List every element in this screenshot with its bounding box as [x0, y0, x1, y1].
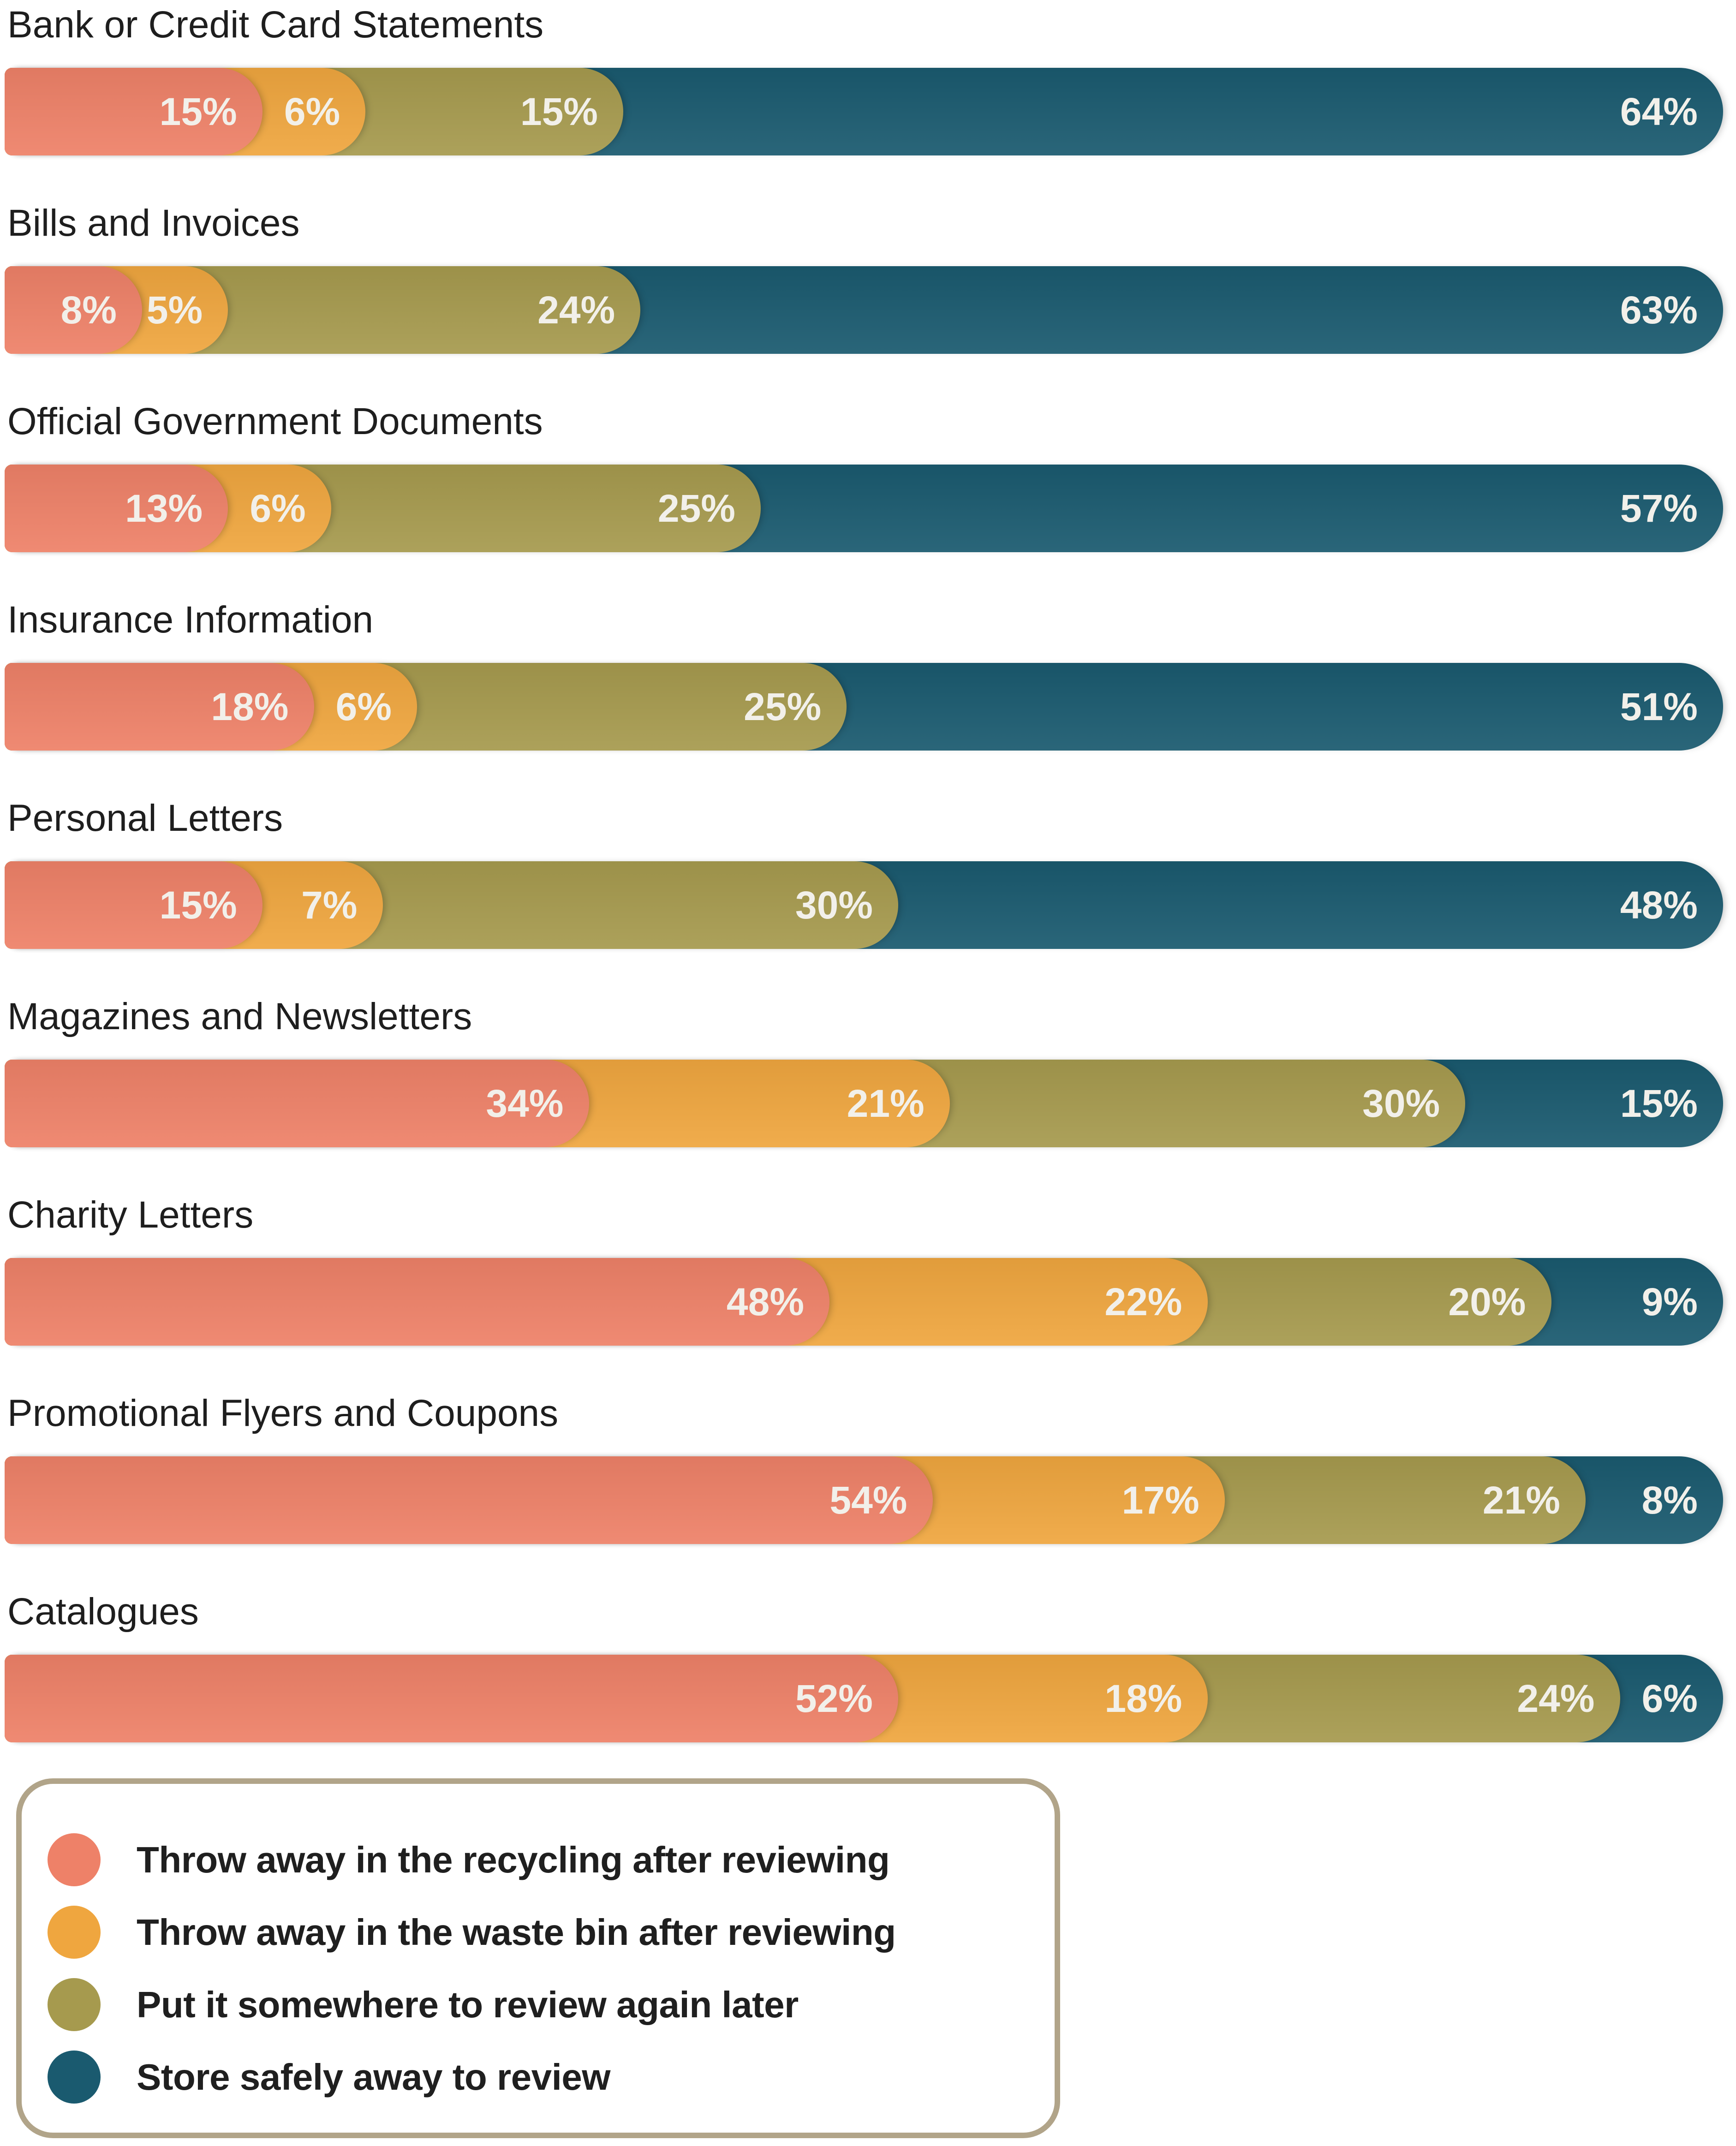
legend-label: Throw away in the waste bin after review…	[137, 1911, 896, 1953]
category-title: Bank or Credit Card Statements	[7, 4, 544, 46]
segment-value-label: 15%	[159, 89, 237, 133]
segment-value-label: 54%	[829, 1478, 907, 1522]
segment-value-label: 13%	[125, 486, 203, 530]
segment-value-label: 51%	[1620, 685, 1698, 728]
bar-segment-series-1	[5, 1655, 898, 1742]
segment-value-label: 34%	[486, 1081, 564, 1125]
category-title: Promotional Flyers and Coupons	[7, 1392, 559, 1434]
bar-track: 54% 17% 21% 8%	[5, 1456, 1723, 1544]
segment-value-label: 64%	[1620, 89, 1698, 133]
bar-track: 34% 21% 30% 15%	[5, 1060, 1723, 1147]
category-title: Insurance Information	[7, 599, 374, 641]
legend-item: Store safely away to review	[48, 2041, 1055, 2113]
category-title: Official Government Documents	[7, 400, 543, 442]
legend-swatch-circle-icon	[48, 1906, 101, 1959]
bar-segment-series-1	[5, 68, 262, 155]
chart-row: Magazines and Newsletters 34% 21% 30% 15%	[0, 992, 1736, 1190]
segment-value-label: 25%	[657, 486, 735, 530]
segment-value-label: 6%	[284, 89, 340, 133]
segment-value-label: 6%	[250, 486, 306, 530]
segment-value-label: 15%	[159, 883, 237, 927]
segment-value-label: 5%	[146, 288, 203, 332]
segment-value-label: 48%	[1620, 883, 1698, 927]
segment-value-label: 30%	[795, 883, 873, 927]
segment-value-label: 8%	[60, 288, 117, 332]
chart-row: Official Government Documents 13% 6% 25% 57%	[0, 397, 1736, 595]
legend-swatch-circle-icon	[48, 1978, 101, 2031]
chart-row: Bank or Credit Card Statements 15% 6% 15% 64…	[0, 0, 1736, 198]
segment-value-label: 24%	[1517, 1676, 1595, 1720]
category-title: Catalogues	[7, 1591, 199, 1633]
segment-value-label: 21%	[847, 1081, 925, 1125]
bar-segment-series-1	[5, 663, 314, 751]
segment-value-label: 9%	[1641, 1280, 1698, 1323]
bar-track: 15% 6% 15% 64%	[5, 68, 1723, 155]
segment-value-label: 15%	[1620, 1081, 1698, 1125]
legend-item: Throw away in the waste bin after review…	[48, 1896, 1055, 1968]
segment-value-label: 8%	[1641, 1478, 1698, 1522]
bar-segment-series-1	[5, 1060, 589, 1147]
legend-box: Throw away in the recycling after review…	[16, 1778, 1060, 2138]
segment-value-label: 25%	[744, 685, 822, 728]
chart-row: Personal Letters 15% 7% 30% 48%	[0, 793, 1736, 992]
chart-row: Bills and Invoices 8% 5% 24% 63%	[0, 198, 1736, 397]
bar-segment-series-1	[5, 266, 142, 354]
segment-value-label: 63%	[1620, 288, 1698, 332]
category-title: Bills and Invoices	[7, 202, 300, 244]
bar-track: 13% 6% 25% 57%	[5, 465, 1723, 552]
category-title: Magazines and Newsletters	[7, 996, 472, 1037]
chart-row: Insurance Information 18% 6% 25% 51%	[0, 595, 1736, 793]
category-title: Personal Letters	[7, 797, 283, 839]
bar-segment-series-1	[5, 1258, 829, 1346]
legend-swatch-circle-icon	[48, 1833, 101, 1886]
segment-value-label: 18%	[211, 685, 289, 728]
segment-value-label: 30%	[1362, 1081, 1440, 1125]
legend-item: Throw away in the recycling after review…	[48, 1824, 1055, 1896]
bar-track: 8% 5% 24% 63%	[5, 266, 1723, 354]
legend-label: Put it somewhere to review again later	[137, 1984, 799, 2025]
legend-swatch-circle-icon	[48, 2051, 101, 2104]
bar-segment-series-1	[5, 1456, 933, 1544]
segment-value-label: 48%	[726, 1280, 805, 1323]
segment-value-label: 57%	[1620, 486, 1698, 530]
chart-row: Charity Letters 48% 22% 20% 9%	[0, 1190, 1736, 1389]
segment-value-label: 21%	[1482, 1478, 1560, 1522]
bar-track: 15% 7% 30% 48%	[5, 861, 1723, 949]
bar-track: 48% 22% 20% 9%	[5, 1258, 1723, 1346]
chart-row: Catalogues 52% 18% 24% 6%	[0, 1587, 1736, 1785]
bar-track: 52% 18% 24% 6%	[5, 1655, 1723, 1742]
bar-segment-series-1	[5, 861, 262, 949]
legend-item: Put it somewhere to review again later	[48, 1968, 1055, 2041]
segment-value-label: 52%	[795, 1676, 873, 1720]
bar-segment-series-1	[5, 465, 228, 552]
segment-value-label: 20%	[1448, 1280, 1526, 1323]
segment-value-label: 6%	[1641, 1676, 1698, 1720]
category-title: Charity Letters	[7, 1194, 254, 1236]
segment-value-label: 24%	[537, 288, 615, 332]
legend-label: Throw away in the recycling after review…	[137, 1839, 890, 1880]
segment-value-label: 17%	[1122, 1478, 1199, 1522]
segment-value-label: 6%	[335, 685, 392, 728]
chart-row: Promotional Flyers and Coupons 54% 17% 21% 8…	[0, 1389, 1736, 1587]
bar-track: 18% 6% 25% 51%	[5, 663, 1723, 751]
segment-value-label: 18%	[1104, 1676, 1182, 1720]
legend-label: Store safely away to review	[137, 2056, 611, 2098]
segment-value-label: 15%	[520, 89, 598, 133]
segment-value-label: 22%	[1104, 1280, 1182, 1323]
segment-value-label: 7%	[301, 883, 358, 927]
